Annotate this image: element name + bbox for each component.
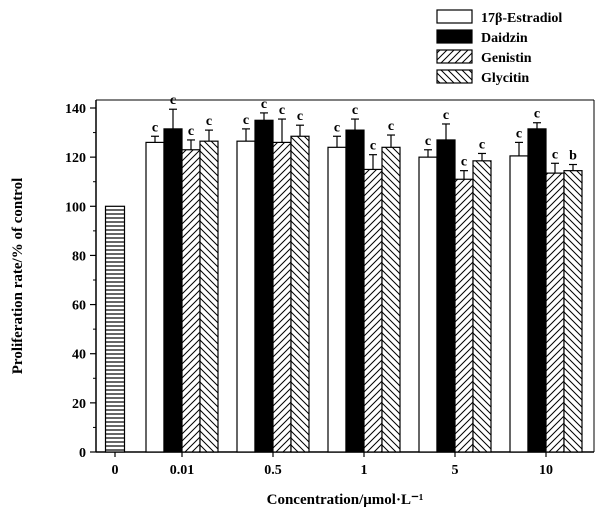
y-tick-label: 60: [72, 299, 86, 314]
significance-label: c: [297, 109, 303, 124]
bar: [563, 170, 583, 453]
y-tick-label: 20: [72, 397, 86, 412]
significance-label: c: [243, 113, 249, 128]
y-axis-title: Proliferation rate/% of control: [10, 178, 26, 374]
legend-swatch: [436, 9, 473, 24]
significance-label: c: [461, 155, 467, 170]
significance-label: c: [388, 119, 394, 134]
legend: 17β-Estradiol Daidzin Genistin Glycitin: [436, 9, 562, 86]
legend-label: Genistin: [481, 51, 532, 66]
bar: [345, 129, 365, 453]
y-tick-label: 80: [72, 249, 86, 264]
legend-swatch: [436, 49, 473, 64]
bar: [436, 139, 456, 453]
bar: [545, 172, 565, 453]
significance-label: c: [552, 147, 558, 162]
y-tick-label: 0: [79, 446, 86, 461]
bar: [454, 178, 474, 453]
significance-label: c: [206, 114, 212, 129]
bar: [381, 146, 401, 453]
bars: [104, 119, 583, 453]
significance-label: c: [479, 137, 485, 152]
significance-label: b: [569, 149, 577, 164]
x-tick-label: 0.5: [264, 463, 282, 478]
significance-label: c: [352, 103, 358, 118]
bar: [472, 160, 492, 453]
bar: [527, 128, 547, 453]
bar: [363, 168, 383, 453]
y-tick-label: 120: [65, 151, 86, 166]
bar: [290, 135, 310, 453]
x-tick-label: 10: [539, 463, 553, 478]
significance-label: c: [279, 103, 285, 118]
bar: [181, 149, 201, 453]
bar: [327, 146, 347, 453]
significance-label: c: [443, 108, 449, 123]
bar: [199, 140, 219, 453]
legend-label: Glycitin: [481, 71, 529, 86]
bar: [163, 128, 183, 453]
x-tick-label: 0.01: [170, 463, 195, 478]
bar: [272, 141, 292, 453]
x-tick-label: 0: [112, 463, 119, 478]
x-axis-ticks: 0 0.01 0.5 1 5 10: [112, 452, 553, 478]
y-axis-ticks: 0 20 40 60 80 100 120 140: [65, 102, 96, 461]
legend-label: Daidzin: [481, 31, 528, 46]
significance-label: c: [334, 120, 340, 135]
significance-label: c: [170, 93, 176, 108]
legend-swatch: [436, 69, 473, 84]
y-tick-label: 100: [65, 200, 86, 215]
significance-label: c: [261, 97, 267, 112]
x-tick-label: 1: [361, 463, 368, 478]
y-tick-label: 140: [65, 102, 86, 117]
y-tick-label: 40: [72, 348, 86, 363]
significance-label: c: [188, 124, 194, 139]
bar: [254, 119, 274, 453]
significance-label: c: [425, 134, 431, 149]
x-tick-label: 5: [452, 463, 459, 478]
x-axis-title: Concentration/μmol·L⁻¹: [267, 492, 424, 508]
significance-label: c: [516, 126, 522, 141]
error-bars: [151, 108, 577, 180]
significance-label: c: [152, 120, 158, 135]
significance-label: c: [370, 139, 376, 154]
legend-swatch: [436, 29, 473, 44]
bar: [509, 155, 529, 453]
bar: [236, 140, 256, 453]
bar: [418, 156, 438, 453]
significance-label: c: [534, 107, 540, 122]
legend-label: 17β-Estradiol: [481, 11, 562, 26]
bar: [145, 141, 165, 453]
control-bar: [104, 205, 126, 453]
